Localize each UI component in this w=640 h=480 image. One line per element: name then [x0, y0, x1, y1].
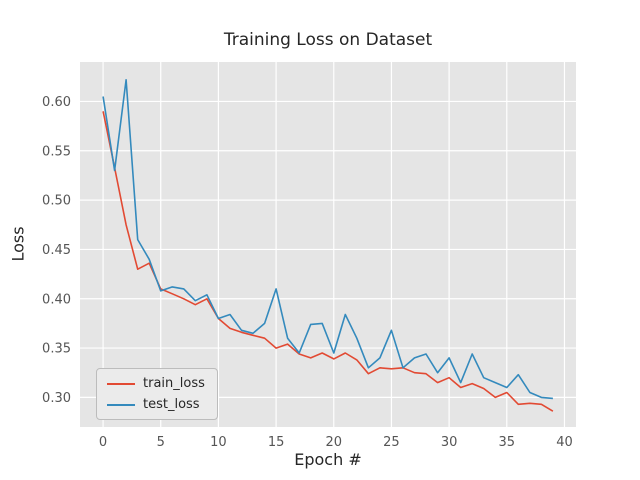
plot-background	[80, 62, 576, 427]
legend-item-train-loss: train_loss	[107, 376, 205, 391]
y-tick-label: 0.45	[42, 243, 71, 258]
x-tick-label: 40	[556, 435, 573, 450]
series-line-test_loss	[102, 79, 553, 400]
chart-title: Training Loss on Dataset	[223, 30, 433, 50]
x-tick-label: 20	[325, 435, 342, 450]
test-loss-line-swatch	[107, 403, 135, 406]
series-line-train_loss	[102, 111, 554, 412]
train-loss-line-swatch	[107, 382, 135, 385]
legend: train_loss test_loss	[96, 368, 218, 420]
legend-label-train-loss: train_loss	[143, 376, 205, 391]
legend-item-test-loss: test_loss	[107, 397, 205, 412]
x-tick-label: 30	[441, 435, 458, 450]
y-axis-label: Loss	[8, 226, 28, 262]
x-tick-label: 25	[383, 435, 400, 450]
y-tick-label: 0.55	[42, 144, 71, 159]
x-tick-label: 15	[268, 435, 285, 450]
y-tick-label: 0.30	[42, 391, 71, 406]
y-tick-label: 0.50	[42, 194, 71, 209]
x-tick-label: 10	[210, 435, 227, 450]
legend-label-test-loss: test_loss	[143, 397, 200, 412]
x-axis-label: Epoch #	[294, 450, 362, 469]
x-tick-label: 5	[157, 435, 165, 450]
x-tick-label: 35	[499, 435, 516, 450]
y-tick-label: 0.35	[42, 342, 71, 357]
x-tick-label: 0	[99, 435, 107, 450]
y-tick-label: 0.40	[42, 292, 71, 307]
y-tick-label: 0.60	[42, 95, 71, 110]
